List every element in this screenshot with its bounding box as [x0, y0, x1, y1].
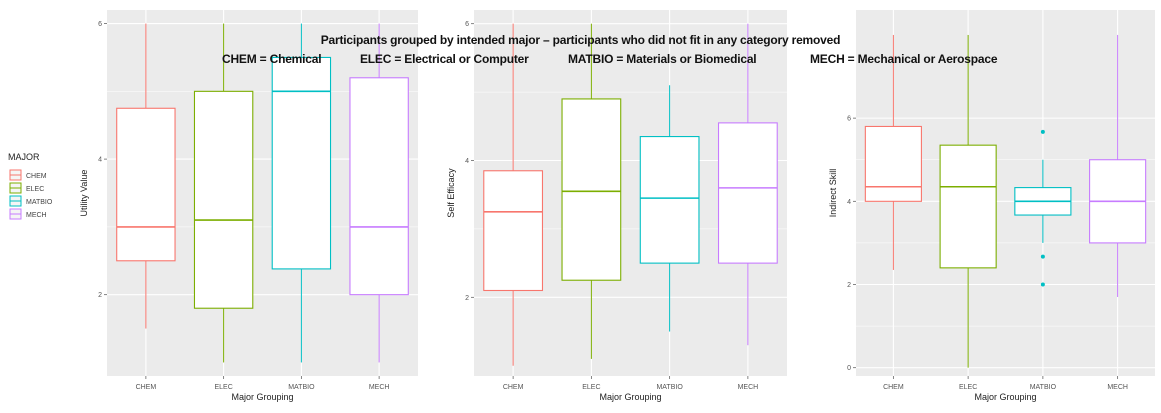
x-tick-label-elec: ELEC — [582, 384, 600, 391]
x-axis-title: Major Grouping — [599, 392, 661, 402]
x-tick-label-elec: ELEC — [214, 384, 232, 391]
y-tick-label: 4 — [847, 199, 851, 206]
abbr-chem: CHEM = Chemical — [222, 52, 322, 66]
y-tick-label: 6 — [465, 21, 469, 28]
y-tick-label: 6 — [98, 21, 102, 28]
box-mech — [349, 77, 409, 296]
ylabel-utility-value: Utility Value — [79, 170, 89, 217]
box-elec — [193, 90, 254, 309]
box-matbio — [271, 56, 332, 270]
ylabel-indirect-skill: Indirect Skill — [828, 169, 838, 218]
x-tick-label-chem: CHEM — [503, 384, 524, 391]
y-tick-label: 6 — [847, 116, 851, 123]
x-tick-label-matbio: MATBIO — [288, 384, 315, 391]
box-elec — [561, 98, 622, 281]
x-tick-label-matbio: MATBIO — [656, 384, 683, 391]
legend-label-elec: ELEC — [26, 186, 44, 193]
x-tick-label-chem: CHEM — [136, 384, 157, 391]
legend-title: MAJOR — [8, 152, 40, 162]
box-elec — [939, 144, 997, 269]
x-axis-title: Major Grouping — [231, 392, 293, 402]
x-tick-label-mech: MECH — [738, 384, 759, 391]
box-chem — [483, 170, 544, 292]
y-tick-label: 0 — [847, 365, 851, 372]
y-tick-label: 4 — [465, 158, 469, 165]
y-tick-label: 2 — [98, 292, 102, 299]
x-tick-label-mech: MECH — [369, 384, 390, 391]
x-tick-label-matbio: MATBIO — [1030, 384, 1057, 391]
abbr-elec: ELEC = Electrical or Computer — [360, 52, 529, 66]
box-mech — [717, 122, 778, 264]
x-axis-title: Major Grouping — [974, 392, 1036, 402]
legend-label-mech: MECH — [26, 212, 47, 219]
abbr-mech: MECH = Mechanical or Aerospace — [810, 52, 998, 66]
x-tick-label-elec: ELEC — [959, 384, 977, 391]
box-chem — [116, 107, 176, 262]
figure-title: Participants grouped by intended major –… — [320, 33, 841, 47]
abbr-matbio: MATBIO = Materials or Biomedical — [568, 52, 757, 66]
outlier-point-matbio — [1040, 129, 1045, 134]
outlier-point-matbio — [1040, 254, 1045, 259]
x-tick-label-mech: MECH — [1107, 384, 1128, 391]
legend-label-chem: CHEM — [26, 173, 47, 180]
y-tick-label: 2 — [465, 295, 469, 302]
y-tick-label: 4 — [98, 157, 102, 164]
outlier-point-matbio — [1040, 282, 1045, 287]
x-tick-label-chem: CHEM — [883, 384, 904, 391]
legend-label-matbio: MATBIO — [26, 199, 53, 206]
box-matbio — [639, 136, 700, 264]
ylabel-self-efficacy: Self Efficacy — [446, 168, 456, 218]
box-chem — [864, 125, 922, 202]
y-tick-label: 2 — [847, 282, 851, 289]
